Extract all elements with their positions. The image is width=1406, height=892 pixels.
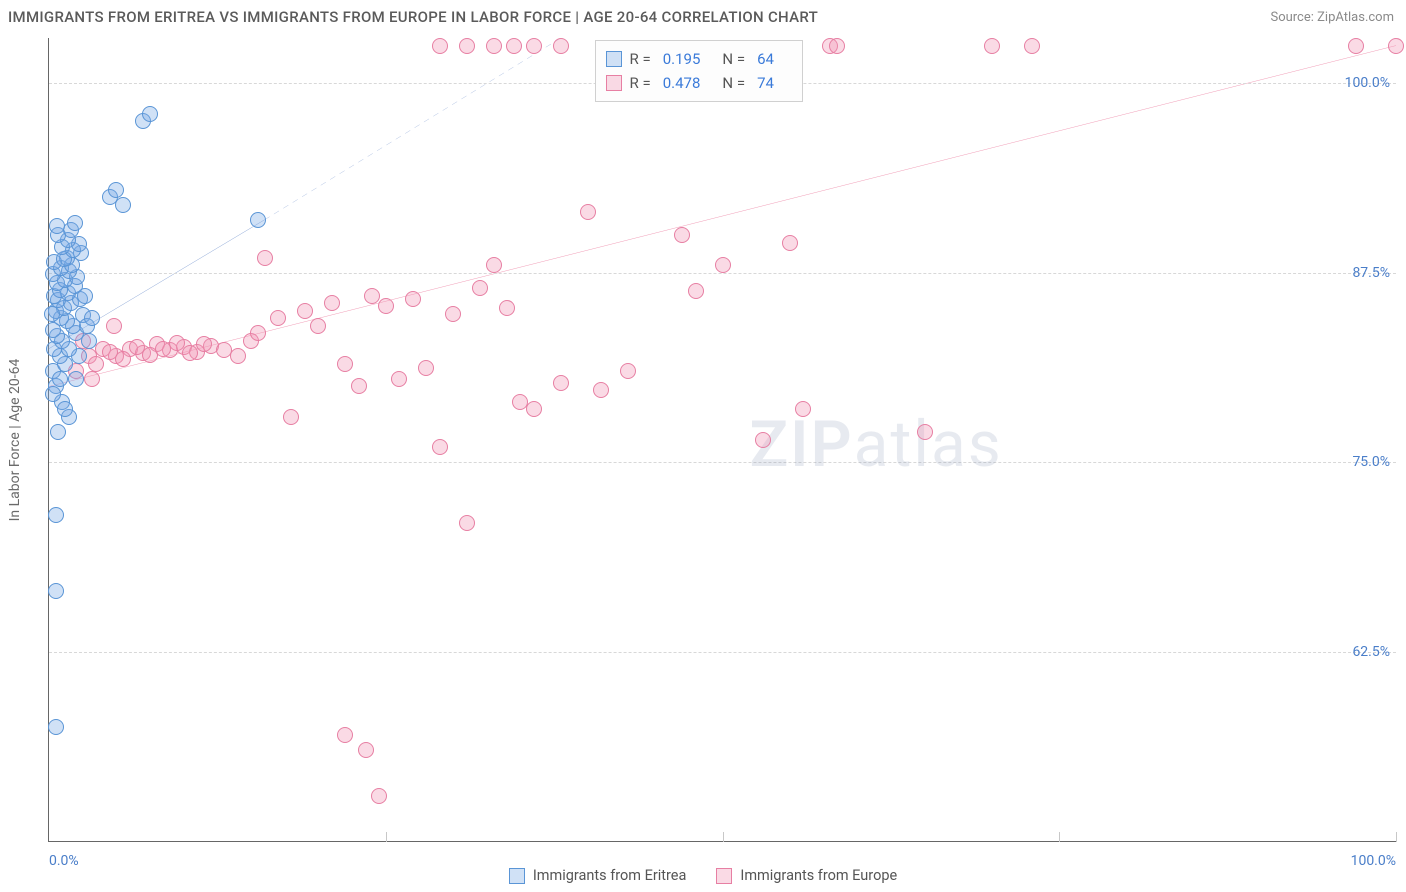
data-point-europe — [115, 351, 131, 367]
data-point-europe — [378, 298, 394, 314]
legend-item-eritrea: Immigrants from Eritrea — [509, 867, 687, 884]
data-point-europe — [337, 356, 353, 372]
data-point-europe — [310, 318, 326, 334]
legend-item-europe: Immigrants from Europe — [716, 867, 897, 884]
data-point-europe — [1388, 38, 1404, 54]
data-point-eritrea — [48, 719, 64, 735]
plot-area: In Labor Force | Age 20-64 62.5%75.0%87.… — [48, 38, 1396, 842]
data-point-europe — [593, 382, 609, 398]
legend: Immigrants from Eritrea Immigrants from … — [0, 867, 1406, 884]
data-point-europe — [472, 280, 488, 296]
watermark: ZIPatlas — [749, 407, 1002, 482]
data-point-europe — [337, 727, 353, 743]
data-point-eritrea — [68, 371, 84, 387]
data-point-europe — [553, 375, 569, 391]
data-point-europe — [984, 38, 1000, 54]
data-point-europe — [230, 348, 246, 364]
data-point-europe — [674, 227, 690, 243]
stats-box: R =0.195N =64R =0.478N =74 — [595, 40, 803, 102]
data-point-eritrea — [48, 583, 64, 599]
gridline-v — [723, 832, 724, 842]
data-point-europe — [688, 283, 704, 299]
data-point-europe — [526, 38, 542, 54]
data-point-europe — [283, 409, 299, 425]
data-point-europe — [795, 401, 811, 417]
legend-label-eritrea: Immigrants from Eritrea — [533, 867, 687, 884]
y-tick-label: 62.5% — [1352, 644, 1390, 660]
data-point-eritrea — [250, 212, 266, 228]
data-point-eritrea — [48, 507, 64, 523]
data-point-europe — [250, 325, 266, 341]
data-point-europe — [432, 38, 448, 54]
y-tick-label: 75.0% — [1352, 454, 1390, 470]
data-point-europe — [715, 257, 731, 273]
data-point-europe — [917, 424, 933, 440]
data-point-europe — [829, 38, 845, 54]
chart-source: Source: ZipAtlas.com — [1270, 10, 1394, 25]
data-point-eritrea — [142, 106, 158, 122]
data-point-europe — [1024, 38, 1040, 54]
data-point-europe — [196, 336, 212, 352]
y-axis-title: In Labor Force | Age 20-64 — [7, 358, 23, 521]
y-tick-label: 87.5% — [1352, 265, 1390, 281]
data-point-europe — [526, 401, 542, 417]
data-point-europe — [620, 363, 636, 379]
data-point-europe — [445, 306, 461, 322]
data-point-europe — [432, 439, 448, 455]
stats-row-eritrea: R =0.195N =64 — [606, 47, 788, 71]
gridline-h — [49, 462, 1396, 463]
data-point-europe — [297, 303, 313, 319]
data-point-europe — [391, 371, 407, 387]
data-point-eritrea — [108, 182, 124, 198]
data-point-europe — [106, 318, 122, 334]
trend-lines — [49, 38, 1396, 841]
data-point-eritrea — [44, 306, 60, 322]
data-point-europe — [88, 356, 104, 372]
data-point-europe — [257, 250, 273, 266]
data-point-europe — [459, 515, 475, 531]
y-tick-label: 100.0% — [1345, 75, 1390, 91]
data-point-eritrea — [45, 386, 61, 402]
data-point-europe — [371, 788, 387, 804]
data-point-europe — [553, 38, 569, 54]
data-point-europe — [358, 742, 374, 758]
data-point-europe — [782, 235, 798, 251]
data-point-europe — [84, 371, 100, 387]
data-point-europe — [580, 204, 596, 220]
chart-title: IMMIGRANTS FROM ERITREA VS IMMIGRANTS FR… — [8, 8, 818, 26]
data-point-europe — [1348, 38, 1364, 54]
data-point-eritrea — [77, 288, 93, 304]
data-point-europe — [270, 310, 286, 326]
stats-swatch-eritrea — [606, 51, 622, 67]
legend-swatch-europe — [716, 868, 732, 884]
data-point-eritrea — [84, 310, 100, 326]
data-point-europe — [324, 295, 340, 311]
gridline-v — [386, 832, 387, 842]
data-point-europe — [459, 38, 475, 54]
gridline-h — [49, 652, 1396, 653]
data-point-eritrea — [52, 371, 68, 387]
data-point-eritrea — [49, 218, 65, 234]
data-point-europe — [755, 432, 771, 448]
data-point-eritrea — [50, 424, 66, 440]
gridline-v — [1396, 832, 1397, 842]
data-point-europe — [418, 360, 434, 376]
data-point-eritrea — [67, 215, 83, 231]
stats-swatch-europe — [606, 75, 622, 91]
data-point-europe — [405, 291, 421, 307]
data-point-europe — [499, 300, 515, 316]
data-point-eritrea — [57, 401, 73, 417]
data-point-europe — [486, 38, 502, 54]
data-point-europe — [506, 38, 522, 54]
legend-swatch-eritrea — [509, 868, 525, 884]
data-point-europe — [351, 378, 367, 394]
data-point-europe — [486, 257, 502, 273]
stats-row-europe: R =0.478N =74 — [606, 71, 788, 95]
data-point-eritrea — [81, 333, 97, 349]
data-point-eritrea — [115, 197, 131, 213]
chart-header: IMMIGRANTS FROM ERITREA VS IMMIGRANTS FR… — [0, 0, 1406, 32]
gridline-v — [1059, 832, 1060, 842]
legend-label-europe: Immigrants from Europe — [740, 867, 897, 884]
